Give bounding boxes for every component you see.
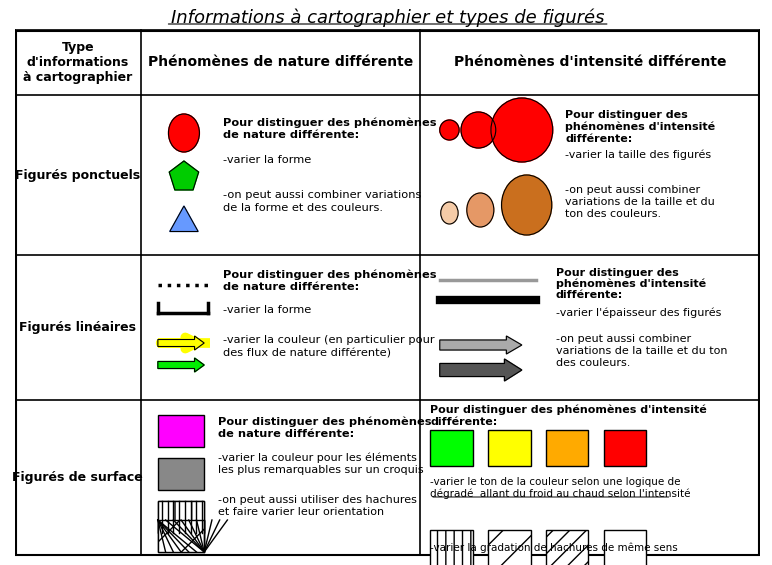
Bar (488, 530, 530, 565)
FancyArrow shape (158, 358, 205, 372)
Text: Figurés linéaires: Figurés linéaires (19, 321, 136, 334)
Text: ton des couleurs.: ton des couleurs. (565, 209, 662, 219)
Text: Pour distinguer des phénomènes d'intensité: Pour distinguer des phénomènes d'intensi… (430, 405, 707, 415)
Bar (546, 530, 588, 565)
Text: Pour distinguer des phénomènes: Pour distinguer des phénomènes (222, 118, 436, 128)
Bar (430, 430, 472, 466)
Text: différente:: différente: (565, 134, 632, 144)
Text: -varier le ton de la couleur selon une logique de: -varier le ton de la couleur selon une l… (430, 477, 681, 487)
Text: Informations à cartographier et types de figurés: Informations à cartographier et types de… (171, 8, 604, 27)
Bar (158, 520, 205, 552)
Text: -on peut aussi combiner: -on peut aussi combiner (565, 185, 700, 195)
Text: -varier l'épaisseur des figurés: -varier l'épaisseur des figurés (556, 308, 721, 318)
Text: différente:: différente: (430, 417, 497, 427)
Ellipse shape (467, 193, 494, 227)
Text: de nature différente:: de nature différente: (222, 130, 359, 140)
Text: Figurés de surface: Figurés de surface (12, 471, 143, 484)
Bar (158, 458, 205, 490)
Text: -on peut aussi utiliser des hachures: -on peut aussi utiliser des hachures (218, 495, 417, 505)
Text: de nature différente:: de nature différente: (222, 282, 359, 292)
FancyArrow shape (440, 359, 522, 381)
Bar (604, 430, 646, 466)
Text: -varier la couleur pour les éléments: -varier la couleur pour les éléments (218, 453, 417, 463)
Text: Pour distinguer des phénomènes: Pour distinguer des phénomènes (218, 417, 432, 427)
Circle shape (440, 120, 459, 140)
FancyArrow shape (440, 336, 522, 354)
Text: variations de la taille et du ton: variations de la taille et du ton (556, 346, 727, 356)
Bar (430, 530, 472, 565)
Text: dégradé  allant du froid au chaud selon l'intensité: dégradé allant du froid au chaud selon l… (430, 489, 691, 499)
Bar (158, 501, 205, 533)
Text: Pour distinguer des phénomènes: Pour distinguer des phénomènes (222, 270, 436, 280)
Text: Pour distinguer des: Pour distinguer des (565, 110, 688, 120)
Bar (158, 520, 205, 552)
Text: Phénomènes d'intensité différente: Phénomènes d'intensité différente (454, 55, 726, 69)
Bar (158, 415, 205, 447)
Text: de nature différente:: de nature différente: (218, 429, 354, 439)
Ellipse shape (168, 114, 199, 152)
Text: et faire varier leur orientation: et faire varier leur orientation (218, 507, 384, 517)
Text: Figurés ponctuels: Figurés ponctuels (15, 168, 141, 181)
FancyArrow shape (158, 336, 205, 350)
Text: phénomènes d'intensité: phénomènes d'intensité (565, 121, 716, 132)
Text: -varier la couleur (en particulier pour: -varier la couleur (en particulier pour (222, 335, 434, 345)
Text: Phénomènes de nature différente: Phénomènes de nature différente (148, 55, 413, 69)
Text: -varier la taille des figurés: -varier la taille des figurés (565, 150, 712, 160)
Text: les plus remarquables sur un croquis: les plus remarquables sur un croquis (218, 465, 423, 475)
Text: variations de la taille et du: variations de la taille et du (565, 197, 715, 207)
Bar (604, 530, 646, 565)
Text: différente:: différente: (556, 290, 623, 300)
Text: des couleurs.: des couleurs. (556, 358, 630, 368)
Ellipse shape (502, 175, 552, 235)
Text: Pour distinguer des: Pour distinguer des (556, 268, 679, 278)
Text: des flux de nature différente): des flux de nature différente) (222, 348, 391, 358)
Text: -varier la forme: -varier la forme (222, 155, 311, 165)
Text: Type
d'informations
à cartographier: Type d'informations à cartographier (23, 41, 132, 84)
Polygon shape (170, 206, 198, 232)
Bar (158, 501, 205, 533)
Text: -on peut aussi combiner variations: -on peut aussi combiner variations (222, 190, 421, 200)
Circle shape (461, 112, 496, 148)
Ellipse shape (441, 202, 458, 224)
Text: -on peut aussi combiner: -on peut aussi combiner (556, 334, 691, 344)
Bar (546, 430, 588, 466)
Text: -varier la gradation de hachures de même sens: -varier la gradation de hachures de même… (430, 543, 678, 553)
Text: -varier la forme: -varier la forme (222, 305, 311, 315)
Text: phénomènes d'intensité: phénomènes d'intensité (556, 279, 706, 289)
Bar (488, 430, 530, 466)
Polygon shape (169, 161, 198, 190)
Circle shape (491, 98, 553, 162)
Text: de la forme et des couleurs.: de la forme et des couleurs. (222, 203, 383, 213)
